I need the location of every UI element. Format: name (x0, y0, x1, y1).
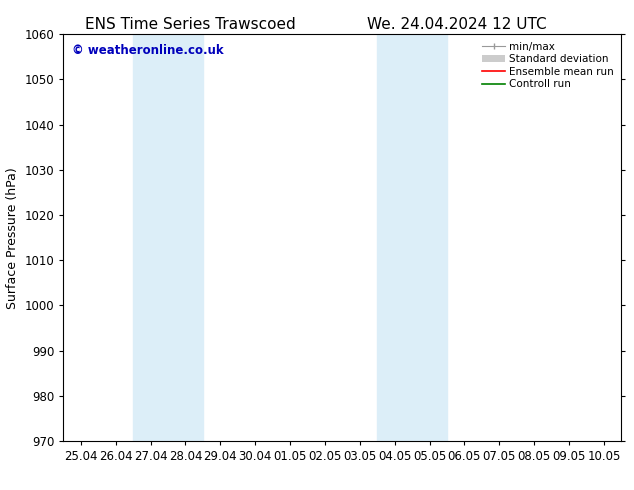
Text: We. 24.04.2024 12 UTC: We. 24.04.2024 12 UTC (366, 17, 547, 32)
Legend: min/max, Standard deviation, Ensemble mean run, Controll run: min/max, Standard deviation, Ensemble me… (480, 40, 616, 92)
Text: ENS Time Series Trawscoed: ENS Time Series Trawscoed (85, 17, 295, 32)
Text: © weatheronline.co.uk: © weatheronline.co.uk (72, 45, 223, 57)
Bar (377, 34, 447, 441)
Y-axis label: Surface Pressure (hPa): Surface Pressure (hPa) (6, 167, 19, 309)
Bar (133, 34, 203, 441)
